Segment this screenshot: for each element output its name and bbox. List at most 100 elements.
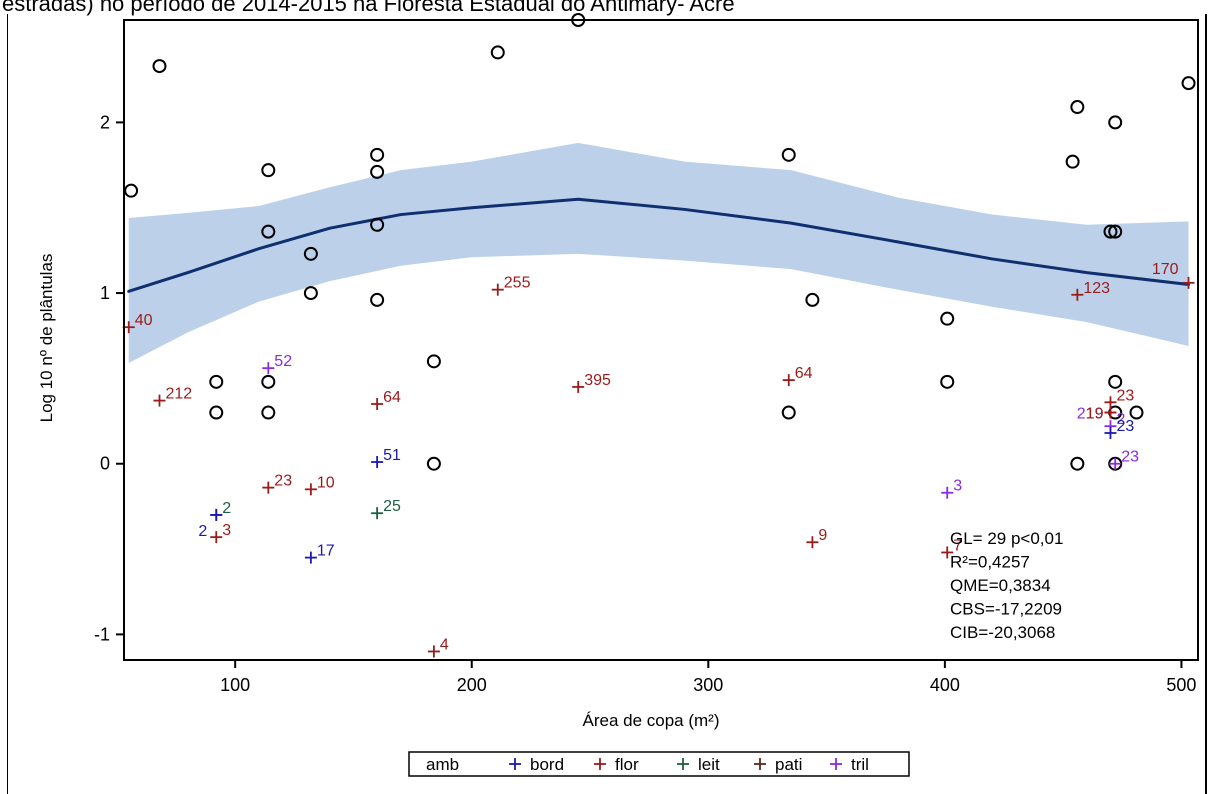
observed-point	[261, 163, 276, 178]
predicted-point: 52	[262, 353, 292, 375]
observed-point	[1070, 100, 1085, 115]
predicted-point-label: 17	[317, 543, 335, 560]
predicted-point-label: 4	[440, 636, 449, 653]
predicted-point: 255	[491, 275, 531, 296]
predicted-point: 9	[806, 527, 827, 549]
observed-point	[261, 405, 276, 420]
confidence-band	[128, 142, 1189, 364]
y-tick-label: 0	[100, 454, 110, 474]
legend-entry: leit	[677, 755, 720, 774]
predicted-point: 19	[1086, 406, 1117, 423]
predicted-point-label: 219	[1077, 406, 1104, 423]
x-tick-label: 200	[457, 675, 487, 695]
predicted-point: 64	[782, 365, 813, 387]
legend-entry: flor	[594, 755, 639, 774]
observed-point	[426, 456, 441, 471]
observed-point	[370, 217, 385, 232]
legend-label: leit	[698, 755, 720, 774]
stats-line: CBS=-17,2209	[950, 600, 1062, 619]
stats-line: R²=0,4257	[950, 553, 1030, 572]
observed-point	[1129, 405, 1144, 420]
predicted-point-label: 51	[383, 447, 401, 464]
predicted-point-label: 23	[1116, 418, 1134, 435]
legend-label: bord	[530, 755, 564, 774]
predicted-point-label: 64	[795, 365, 813, 382]
observed-point	[152, 59, 167, 74]
stats-box: GL= 29 p<0,01 R²=0,4257 QME=0,3834 CBS=-17,…	[950, 529, 1063, 642]
observed-point	[1181, 76, 1196, 91]
observed-point	[805, 292, 820, 307]
predicted-point-label: 10	[317, 474, 335, 491]
right-page-border	[1205, 14, 1207, 794]
observed-point	[261, 374, 276, 389]
predicted-point: 64	[371, 389, 401, 410]
x-tick-label: 500	[1166, 675, 1196, 695]
x-tick-label: 300	[693, 675, 723, 695]
predicted-point: 25	[371, 498, 401, 520]
legend-title: amb	[426, 755, 459, 774]
y-tick-label: 2	[100, 112, 110, 132]
observed-point	[303, 246, 318, 261]
observed-point	[781, 147, 796, 162]
predicted-point: 23	[1104, 387, 1134, 409]
predicted-point-label: 212	[165, 386, 192, 403]
fit-line-layer	[127, 197, 1191, 293]
x-tick-label: 100	[220, 675, 250, 695]
observed-point	[370, 292, 385, 307]
predicted-point-label: 23	[1121, 449, 1139, 466]
observed-point	[1070, 456, 1085, 471]
observed-point	[1065, 154, 1080, 169]
observed-point	[370, 147, 385, 162]
fit-line	[127, 197, 1191, 293]
axes-layer: 100 200 300 400 500 -1 0 1 2 Área de copa (m²) Log…	[37, 19, 1199, 730]
predicted-point: 23	[1104, 418, 1134, 440]
predicted-point: 23	[1109, 449, 1139, 470]
observed-point	[940, 311, 955, 326]
predicted-point-label: 25	[383, 498, 401, 515]
predicted-point-label: 2	[198, 523, 207, 540]
predicted-point-label: 395	[584, 372, 611, 389]
predicted-point: 3	[941, 478, 962, 499]
predicted-point-label: 3	[953, 478, 962, 495]
predicted-point-label: 19	[1086, 406, 1104, 423]
observed-point	[124, 183, 139, 198]
observed-point	[209, 405, 224, 420]
y-tick-label: 1	[100, 283, 110, 303]
observed-point	[1108, 224, 1123, 239]
y-tick-label: -1	[94, 624, 110, 644]
predicted-point: 10	[304, 474, 335, 496]
legend-label: pati	[775, 755, 802, 774]
predicted-point: 23	[262, 473, 292, 494]
observed-point	[781, 405, 796, 420]
predicted-point: 123	[1071, 280, 1110, 301]
legend-box	[408, 751, 910, 777]
left-page-border	[7, 14, 8, 794]
predicted-point: 7	[941, 537, 962, 559]
observed-point	[1108, 374, 1123, 389]
observed-point	[426, 354, 441, 369]
observed-point	[940, 374, 955, 389]
predicted-point-label: 64	[383, 389, 401, 406]
predicted-point-label: 2	[1116, 411, 1125, 428]
predicted-point-label: 123	[1083, 280, 1110, 297]
predicted-point-label: 23	[1116, 387, 1134, 404]
legend: amb bord flor leit pati tril	[408, 751, 910, 777]
observed-point	[303, 286, 318, 301]
predicted-point: 395	[572, 372, 611, 393]
observed-point	[490, 45, 505, 60]
observed-point	[209, 374, 224, 389]
observed-point	[370, 164, 385, 179]
predicted-point-label: 170	[1152, 261, 1179, 278]
y-axis-label: Log 10 nº de plântulas	[37, 254, 56, 423]
predicted-point-label: 255	[504, 275, 531, 292]
predicted-point: 40	[122, 312, 153, 334]
observed-point	[1103, 224, 1118, 239]
predicted-point: 2	[198, 508, 223, 540]
predicted-point: 51	[371, 447, 401, 469]
predicted-point-label: 40	[135, 312, 153, 329]
predicted-point-label: 2	[222, 500, 231, 517]
predicted-point: 212	[153, 386, 192, 407]
predicted-point: 170	[1152, 261, 1195, 289]
stats-line: GL= 29 p<0,01	[950, 529, 1063, 548]
